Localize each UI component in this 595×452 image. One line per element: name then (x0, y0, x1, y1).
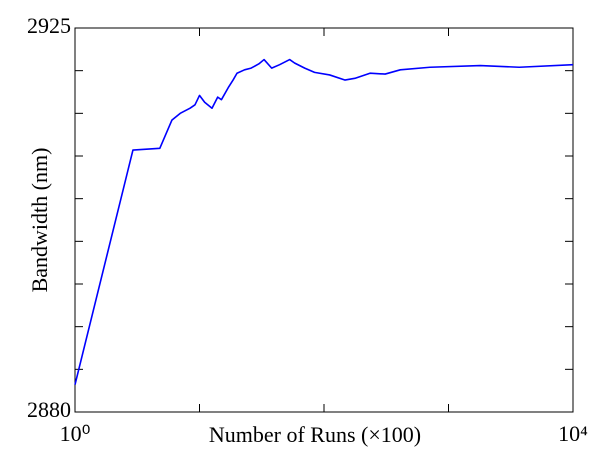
data-line (74, 58, 574, 385)
y-tick-label: 2880 (27, 397, 71, 422)
y-axis-label: Bandwidth (nm) (27, 148, 52, 293)
plot-frame (74, 27, 574, 413)
x-tick-label: 10⁰ (60, 421, 91, 446)
y-tick-label: 2925 (27, 13, 71, 38)
x-tick-label: 10⁴ (558, 421, 588, 446)
x-axis-label: Number of Runs (×100) (209, 422, 421, 447)
